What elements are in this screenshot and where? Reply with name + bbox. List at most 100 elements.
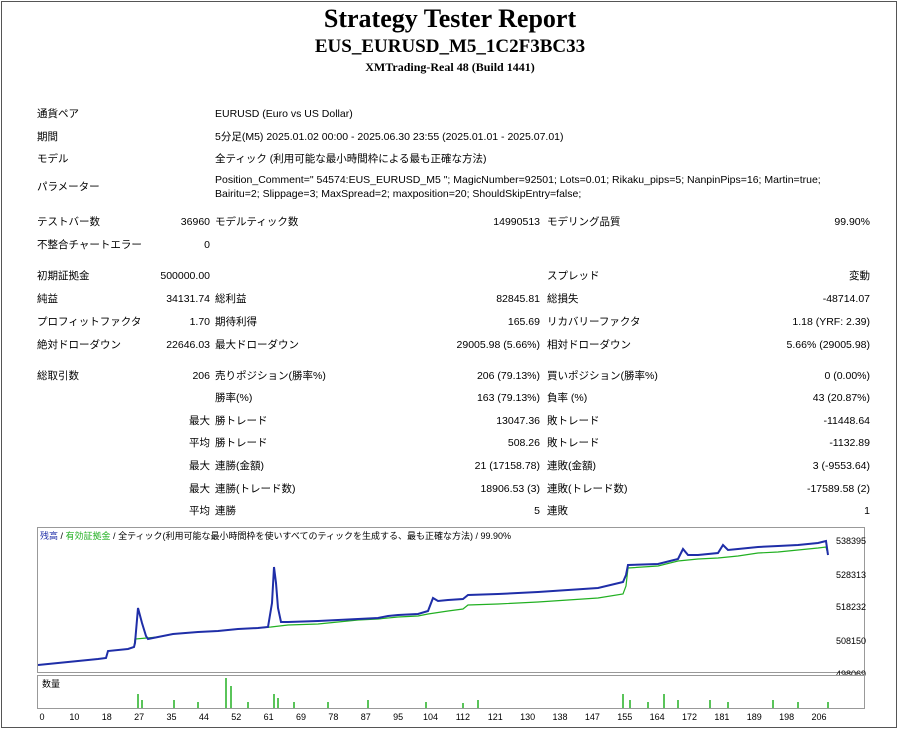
balance-chart-svg [37,539,829,666]
pf-label: プロフィットファクタ [37,316,142,328]
x-tick: 189 [746,712,762,722]
quality-value: 99.90% [834,216,870,228]
server-build: XMTrading-Real 48 (Build 1441) [365,60,535,74]
cons-loss-amt-label: 連敗(金額) [547,460,596,472]
x-tick: 35 [166,712,177,722]
x-tick: 155 [617,712,633,722]
legend-sep-1: / [58,531,66,541]
x-tick: 87 [360,712,371,722]
params-line-2: Bairitu=2; Slippage=3; MaxSpread=2; maxp… [215,188,582,200]
avg-cons-loss-label: 連敗 [547,505,568,517]
avg-cons-win-label: 連勝 [215,505,236,517]
x-tick: 52 [231,712,242,722]
legend-equity: 有効証拠金 [65,531,111,541]
x-tick: 206 [811,712,827,722]
largest-loss-label: 敗トレード [547,415,600,427]
y-tick-4: 498069 [836,669,867,679]
gross-profit-label: 総利益 [215,293,247,305]
x-tick: 44 [198,712,209,722]
model-value: 全ティック (利用可能な最小時間枠による最も正確な方法) [215,153,487,165]
gross-profit-value: 82845.81 [496,293,540,305]
model-label: モデル [37,153,69,165]
cons-win-amt-label: 連勝(金額) [215,460,264,472]
x-tick: 0 [39,712,45,722]
quality-label: モデリング品質 [547,216,621,228]
short-value: 206 (79.13%) [476,370,540,382]
x-tick: 18 [101,712,112,722]
short-label: 売りポジション(勝率%) [215,370,326,382]
balance-chart [37,527,865,673]
y-tick-3: 508150 [836,636,867,646]
x-tick: 69 [295,712,306,722]
rel-dd-value: 5.66% (29005.98) [786,339,870,351]
avg-win-value: 508.26 [507,437,540,449]
cons-win-cnt-label: 連勝(トレード数) [215,483,296,495]
y-tick-2: 518232 [836,602,867,612]
loss-label: 負率 (%) [547,392,588,404]
gross-loss-label: 総損失 [547,293,579,305]
period-label: 期間 [37,131,58,143]
cons-win-amt-value: 21 (17158.78) [474,460,540,472]
max-label-2: 最大 [189,460,210,472]
y-tick-1: 528313 [836,570,867,580]
net-label: 純益 [37,293,58,305]
recovery-label: リカバリーファクタ [547,316,641,328]
avg-label-2: 平均 [189,505,210,517]
largest-win-label: 勝トレード [215,415,268,427]
period-value: 5分足(M5) 2025.01.02 00:00 - 2025.06.30 23… [215,131,564,143]
x-tick: 112 [455,712,471,722]
x-tick: 164 [649,712,665,722]
max-dd-value: 29005.98 (5.66%) [456,339,540,351]
volume-chart: 数量 [37,675,865,709]
ticks-label: モデルティック数 [215,216,299,228]
legend-balance: 残高 [40,531,59,541]
trades-value: 206 [192,370,210,382]
recovery-value: 1.18 (YRF: 2.39) [792,316,870,328]
x-tick: 10 [69,712,80,722]
x-tick: 181 [714,712,730,722]
x-tick: 198 [779,712,795,722]
avg-label-1: 平均 [189,437,210,449]
report-title: Strategy Tester Report [323,4,577,33]
long-value: 0 (0.00%) [824,370,870,382]
x-tick: 121 [487,712,503,722]
spread-value: 変動 [849,270,870,282]
expert-name: EUS_EURUSD_M5_1C2F3BC33 [314,36,586,57]
gross-loss-value: -48714.07 [822,293,870,305]
avg-win-label: 勝トレード [215,437,268,449]
deposit-label: 初期証拠金 [37,270,90,282]
legend-quality: / 99.90% [473,531,512,541]
max-label-1: 最大 [189,415,210,427]
win-value: 163 (79.13%) [476,392,540,404]
largest-win-value: 13047.36 [496,415,540,427]
params-label: パラメーター [37,181,100,193]
max-label-3: 最大 [189,483,210,495]
mismatch-label: 不整合チャートエラー [37,239,142,251]
avg-cons-win-value: 5 [534,505,540,517]
y-tick-0: 538395 [836,536,867,546]
trades-label: 総取引数 [37,370,79,382]
chart-legend: 残高 / 有効証拠金 / 全ティック(利用可能な最小時間枠を使いすべてのティック… [40,529,511,542]
avg-cons-loss-value: 1 [864,505,870,517]
params-line-1: Position_Comment=" 54574:EUS_EURUSD_M5 "… [215,174,821,186]
equity-line [37,546,829,666]
largest-loss-value: -11448.64 [823,415,870,427]
pair-label: 通貨ペア [37,108,79,120]
bars-label: テストバー数 [37,216,100,228]
x-tick: 147 [584,712,600,722]
loss-value: 43 (20.87%) [812,392,870,404]
x-tick: 130 [520,712,536,722]
avg-loss-label: 敗トレード [547,437,600,449]
x-tick: 95 [393,712,404,722]
cons-loss-cnt-value: -17589.58 (2) [806,483,870,495]
x-tick: 104 [422,712,439,722]
cons-loss-cnt-label: 連敗(トレード数) [547,483,628,495]
x-tick: 61 [263,712,274,722]
pf-value: 1.70 [189,316,210,328]
spread-label: スプレッド [547,270,600,282]
balance-line [37,539,829,666]
volume-label: 数量 [42,679,61,689]
cons-win-cnt-value: 18906.53 (3) [480,483,540,495]
max-dd-label: 最大ドローダウン [215,339,299,351]
bars-value: 36960 [180,216,210,228]
